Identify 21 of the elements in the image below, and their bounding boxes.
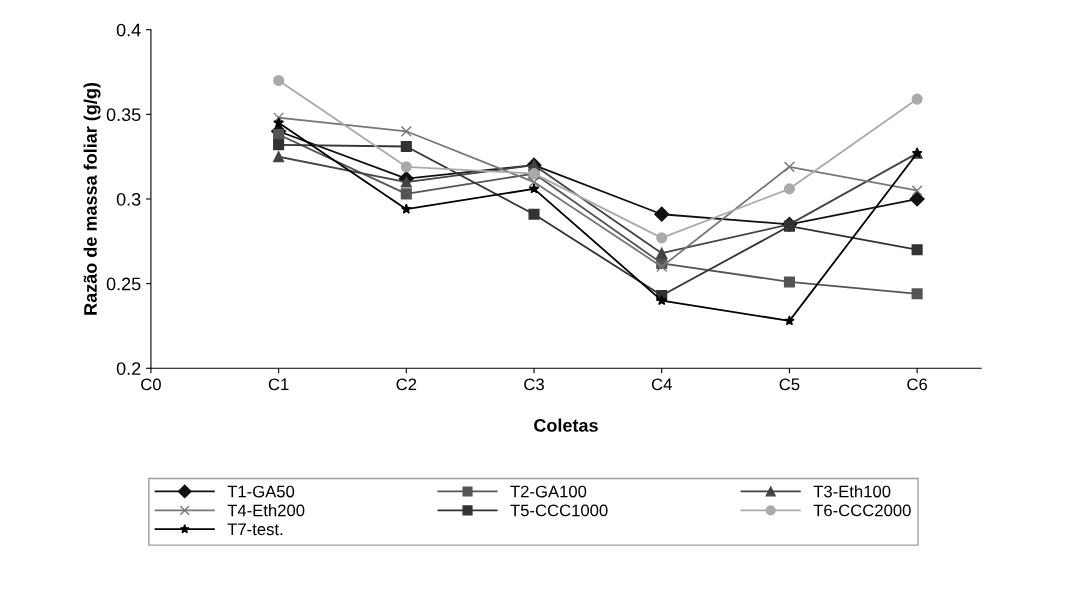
legend-label: T3-Eth100 xyxy=(813,485,891,498)
x-tick-label: C4 xyxy=(651,378,672,391)
y-tick-label: 0.2 xyxy=(116,362,141,375)
y-tick-label: 0.3 xyxy=(116,192,141,206)
y-tick-label: 0.25 xyxy=(106,277,141,291)
legend-label: T6-CCC2000 xyxy=(813,504,911,517)
x-tick-label: C3 xyxy=(524,378,544,391)
legend-label: T1-GA50 xyxy=(227,485,295,498)
legend-label: T4-Eth200 xyxy=(227,504,305,517)
y-axis-title: Razão de massa foliar (g/g) xyxy=(83,82,101,315)
x-tick-label: C5 xyxy=(779,378,800,391)
legend-label: T5-CCC1000 xyxy=(510,504,608,517)
x-tick-label: C6 xyxy=(907,378,928,391)
y-tick-label: 0.35 xyxy=(106,108,141,122)
x-tick-label: C0 xyxy=(141,378,161,391)
y-tick-label: 0.4 xyxy=(116,23,141,37)
legend-label: T2-GA100 xyxy=(510,485,587,498)
x-tick-label: C2 xyxy=(396,378,417,391)
x-axis-title: Coletas xyxy=(534,418,598,432)
legend-label: T7-test. xyxy=(227,523,283,536)
x-tick-label: C1 xyxy=(268,378,289,391)
